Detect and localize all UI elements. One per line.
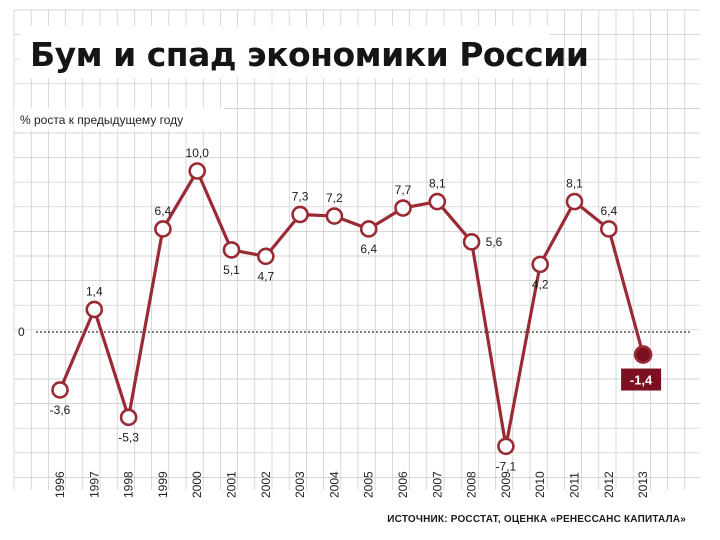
data-label: 8,1 xyxy=(429,177,446,191)
data-label: 7,3 xyxy=(292,189,309,203)
data-label: 6,4 xyxy=(360,242,377,256)
x-tick-label: 2003 xyxy=(293,471,307,498)
data-label: -3,6 xyxy=(50,403,71,417)
x-tick-label: 2000 xyxy=(190,471,204,498)
x-tick-label: 2008 xyxy=(465,471,479,498)
data-point xyxy=(119,408,138,427)
data-point xyxy=(394,199,412,217)
x-tick-label: 1998 xyxy=(122,471,136,498)
series-line xyxy=(58,169,645,448)
data-label: 4,2 xyxy=(532,277,549,291)
data-point xyxy=(291,205,309,224)
data-point xyxy=(497,437,515,456)
data-point xyxy=(51,381,69,399)
y-axis-label: % роста к предыдущему году xyxy=(20,113,183,127)
data-point xyxy=(359,220,378,238)
x-tick-label: 2005 xyxy=(362,471,376,498)
x-tick-label: 1997 xyxy=(87,471,101,498)
x-tick-label: 2001 xyxy=(225,471,239,498)
data-point xyxy=(599,220,618,238)
data-point xyxy=(325,207,344,225)
x-tick-label: 2006 xyxy=(396,471,410,498)
data-label: 5,1 xyxy=(223,263,240,277)
data-point xyxy=(154,220,172,238)
highlight-label-box xyxy=(621,368,662,391)
data-point xyxy=(531,255,550,274)
x-tick-label: 2007 xyxy=(430,471,444,498)
data-point xyxy=(222,241,241,259)
x-tick-label: 2013 xyxy=(636,471,650,498)
series-line-group: -3,6 1,4 -5,3 6,4 10,0 5,1 4,7 7,3 7,2 6,4 7,7 8,1 5… xyxy=(50,146,662,473)
x-tick-labels: 1996 1997 1998 1999 2000 2001 2002 2003 2004 2005… xyxy=(53,471,650,498)
x-tick-label: 2004 xyxy=(327,471,341,498)
ylabel-backing xyxy=(14,108,224,130)
data-point xyxy=(428,192,447,211)
x-tick-label: 2009 xyxy=(499,471,513,498)
source-note: ИСТОЧНИК: РОССТАТ, ОЦЕНКА «РЕНЕССАНС КАП… xyxy=(387,514,686,525)
data-label: -5,3 xyxy=(118,430,139,444)
data-point xyxy=(256,247,275,266)
x-tick-label: 1999 xyxy=(156,471,170,498)
data-point xyxy=(633,345,653,364)
data-label: -1,4 xyxy=(630,373,653,388)
data-point xyxy=(565,192,584,211)
data-point xyxy=(188,162,206,180)
title-backing xyxy=(20,26,550,78)
data-label: 7,2 xyxy=(326,191,343,205)
data-label: 8,1 xyxy=(566,177,583,191)
data-point xyxy=(462,233,481,251)
x-tick-label: 2010 xyxy=(533,471,547,498)
x-tick-label: 1996 xyxy=(53,471,67,498)
data-point xyxy=(85,300,104,319)
data-label: 6,4 xyxy=(600,204,617,218)
data-label: 7,7 xyxy=(395,183,412,197)
chart-title: Бум и спад экономики России xyxy=(30,35,588,74)
grid xyxy=(13,9,700,490)
data-label: 1,4 xyxy=(86,284,103,298)
zero-tick-label: 0 xyxy=(18,325,25,339)
x-tick-label: 2002 xyxy=(259,471,273,498)
data-label: 5,6 xyxy=(486,235,503,249)
data-label: -7,1 xyxy=(496,459,517,473)
title-background xyxy=(14,26,550,130)
data-label: 4,7 xyxy=(257,269,274,283)
data-label: 6,4 xyxy=(155,204,172,218)
x-tick-label: 2012 xyxy=(602,471,616,498)
data-label: 10,0 xyxy=(186,146,210,160)
x-tick-label: 2011 xyxy=(568,472,582,498)
